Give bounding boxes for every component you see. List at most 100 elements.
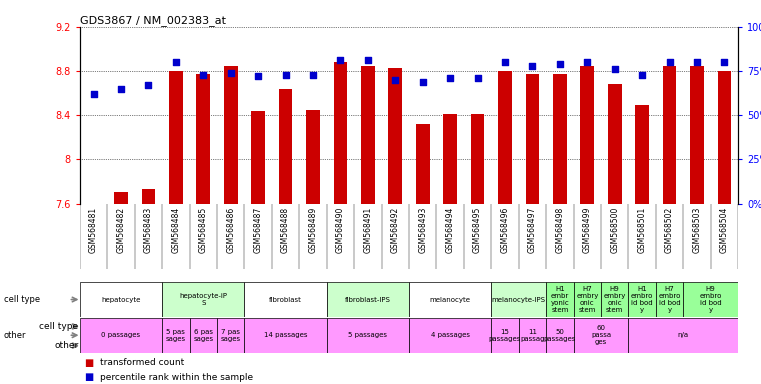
- Point: [664, 59, 676, 65]
- Text: GSM568501: GSM568501: [638, 207, 647, 253]
- Bar: [244, 318, 326, 353]
- Text: GSM568503: GSM568503: [693, 207, 702, 253]
- Text: GSM568488: GSM568488: [281, 207, 290, 253]
- Text: 6 pas
sages: 6 pas sages: [193, 329, 213, 342]
- Text: other: other: [4, 331, 27, 340]
- Point: [609, 66, 621, 72]
- Bar: [444, 114, 457, 204]
- Bar: [718, 71, 731, 204]
- Text: GSM568496: GSM568496: [501, 207, 510, 253]
- Bar: [608, 84, 622, 204]
- Bar: [361, 66, 374, 204]
- Text: GSM568481: GSM568481: [89, 207, 98, 253]
- Bar: [683, 282, 738, 317]
- Text: GSM568492: GSM568492: [391, 207, 400, 253]
- Text: GSM568487: GSM568487: [253, 207, 263, 253]
- Text: 7 pas
sages: 7 pas sages: [221, 329, 240, 342]
- Text: 4 passages: 4 passages: [431, 332, 470, 338]
- Bar: [326, 318, 409, 353]
- Point: [581, 59, 594, 65]
- Bar: [217, 318, 244, 353]
- Bar: [169, 71, 183, 204]
- Point: [88, 91, 100, 97]
- Bar: [526, 74, 540, 204]
- Bar: [629, 282, 656, 317]
- Point: [417, 79, 429, 85]
- Bar: [80, 318, 162, 353]
- Text: melanocyte: melanocyte: [430, 296, 471, 303]
- Point: [527, 63, 539, 69]
- Point: [472, 75, 484, 81]
- Point: [444, 75, 457, 81]
- Bar: [690, 66, 704, 204]
- Bar: [333, 62, 347, 204]
- Text: GSM568486: GSM568486: [226, 207, 235, 253]
- Text: other: other: [54, 341, 78, 350]
- Point: [361, 57, 374, 63]
- Text: GSM568500: GSM568500: [610, 207, 619, 253]
- Text: cell type: cell type: [40, 322, 78, 331]
- Bar: [142, 189, 155, 204]
- Text: GSM568495: GSM568495: [473, 207, 482, 253]
- Bar: [409, 318, 492, 353]
- Bar: [498, 71, 512, 204]
- Text: GSM568502: GSM568502: [665, 207, 674, 253]
- Point: [499, 59, 511, 65]
- Point: [170, 59, 182, 65]
- Bar: [574, 282, 601, 317]
- Point: [224, 70, 237, 76]
- Text: H7
embry
onic
stem: H7 embry onic stem: [576, 286, 598, 313]
- Text: ■: ■: [84, 372, 93, 382]
- Point: [197, 71, 209, 78]
- Text: 5 pas
sages: 5 pas sages: [166, 329, 186, 342]
- Bar: [553, 74, 567, 204]
- Text: ■: ■: [84, 358, 93, 368]
- Bar: [492, 282, 546, 317]
- Point: [115, 86, 127, 92]
- Text: GSM568482: GSM568482: [116, 207, 126, 253]
- Text: GSM568484: GSM568484: [171, 207, 180, 253]
- Bar: [251, 111, 265, 204]
- Text: H1
embr
yonic
stem: H1 embr yonic stem: [550, 286, 569, 313]
- Bar: [492, 318, 519, 353]
- Text: n/a: n/a: [678, 332, 689, 338]
- Text: 11
passag: 11 passag: [521, 329, 545, 342]
- Text: GDS3867 / NM_002383_at: GDS3867 / NM_002383_at: [80, 15, 226, 26]
- Text: H1
embro
id bod
y: H1 embro id bod y: [631, 286, 654, 313]
- Bar: [326, 282, 409, 317]
- Point: [691, 59, 703, 65]
- Text: hepatocyte: hepatocyte: [101, 296, 141, 303]
- Text: GSM568498: GSM568498: [556, 207, 565, 253]
- Text: H7
embro
id bod
y: H7 embro id bod y: [658, 286, 681, 313]
- Point: [389, 77, 401, 83]
- Bar: [162, 318, 189, 353]
- Text: fibroblast: fibroblast: [269, 296, 302, 303]
- Text: 0 passages: 0 passages: [101, 332, 141, 338]
- Bar: [635, 105, 649, 204]
- Bar: [196, 74, 210, 204]
- Text: percentile rank within the sample: percentile rank within the sample: [100, 372, 253, 382]
- Bar: [224, 66, 237, 204]
- Text: GSM568485: GSM568485: [199, 207, 208, 253]
- Text: hepatocyte-iP
S: hepatocyte-iP S: [180, 293, 228, 306]
- Point: [252, 73, 264, 79]
- Text: GSM568497: GSM568497: [528, 207, 537, 253]
- Bar: [162, 282, 244, 317]
- Point: [307, 71, 319, 78]
- Text: GSM568504: GSM568504: [720, 207, 729, 253]
- Text: transformed count: transformed count: [100, 358, 185, 367]
- Text: cell type: cell type: [4, 295, 40, 304]
- Text: H9
embro
id bod
y: H9 embro id bod y: [699, 286, 722, 313]
- Text: GSM568493: GSM568493: [419, 207, 427, 253]
- Text: melanocyte-IPS: melanocyte-IPS: [492, 296, 546, 303]
- Bar: [663, 66, 677, 204]
- Bar: [189, 318, 217, 353]
- Text: fibroblast-IPS: fibroblast-IPS: [345, 296, 391, 303]
- Text: 15
passages: 15 passages: [489, 329, 521, 342]
- Bar: [80, 282, 162, 317]
- Bar: [114, 192, 128, 204]
- Text: 60
passa
ges: 60 passa ges: [591, 325, 611, 345]
- Text: GSM568491: GSM568491: [364, 207, 372, 253]
- Point: [554, 61, 566, 67]
- Bar: [519, 318, 546, 353]
